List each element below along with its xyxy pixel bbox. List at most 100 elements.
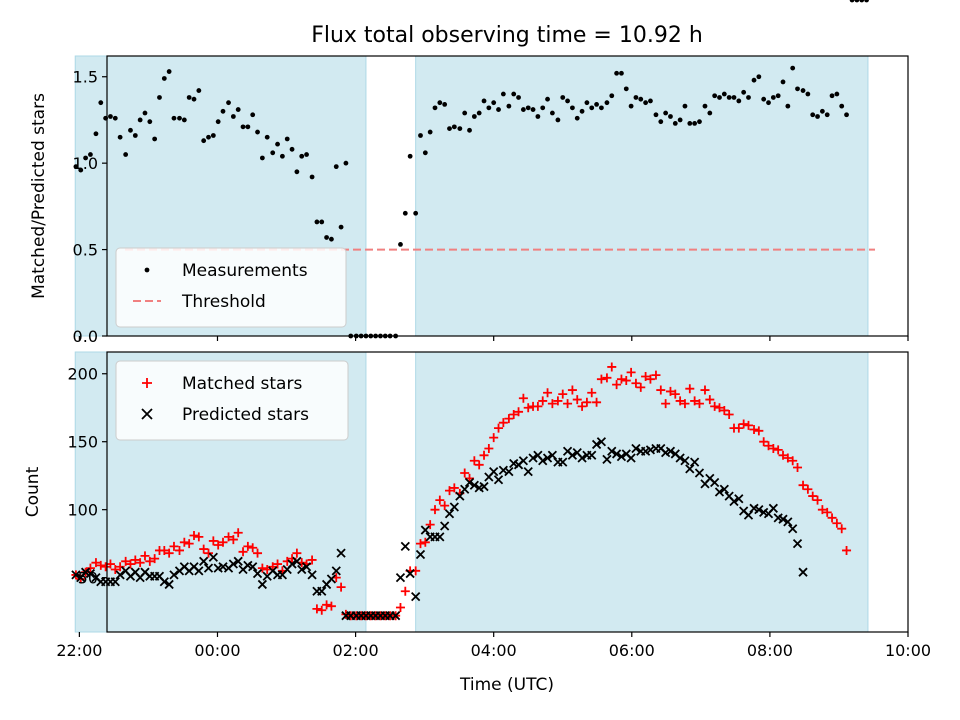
legend-label: Threshold (181, 292, 266, 312)
data-point (425, 520, 435, 530)
data-point (819, 108, 825, 114)
data-point (299, 153, 305, 159)
legend-label: Predicted stars (182, 405, 309, 425)
data-point (626, 453, 636, 463)
data-point (751, 77, 757, 83)
data-point (324, 235, 329, 240)
data-point (612, 380, 622, 390)
data-point (159, 545, 169, 555)
data-point (514, 407, 524, 417)
y-tick-label: 50 (78, 569, 98, 588)
data-point (592, 397, 602, 407)
data-point (824, 112, 830, 118)
data-point (142, 110, 148, 116)
data-point (455, 491, 465, 501)
data-point (166, 69, 172, 74)
data-point (832, 518, 842, 528)
data-point (304, 152, 309, 157)
data-point (749, 424, 759, 434)
data-point (864, 0, 869, 3)
data-point (707, 110, 713, 116)
data-point (440, 521, 450, 531)
data-point (250, 112, 256, 118)
data-point (128, 127, 133, 133)
data-point (577, 401, 587, 411)
data-point (137, 117, 143, 123)
data-point (493, 475, 504, 485)
axes-frame (106, 351, 909, 633)
data-point (415, 549, 426, 560)
data-point (181, 117, 187, 123)
data-point (577, 453, 587, 463)
data-point (504, 414, 514, 424)
data-point (96, 560, 106, 570)
data-point (628, 103, 634, 109)
data-point (255, 129, 260, 135)
data-point (523, 403, 533, 413)
data-point (724, 410, 734, 420)
data-point (294, 169, 300, 175)
data-point (257, 563, 267, 573)
data-point (555, 117, 561, 123)
data-point (284, 136, 290, 142)
data-point (778, 514, 788, 524)
data-point (179, 537, 189, 547)
data-point (301, 562, 312, 572)
data-point (145, 556, 155, 566)
data-point (611, 449, 622, 459)
data-point (343, 160, 349, 166)
data-point (631, 378, 641, 388)
data-point (121, 556, 131, 566)
data-point (795, 86, 800, 92)
data-point (530, 107, 536, 112)
data-point (565, 98, 570, 104)
data-point (607, 446, 617, 456)
data-point (430, 505, 440, 515)
data-point (422, 150, 428, 156)
data-point (619, 70, 624, 76)
data-point (844, 112, 849, 118)
data-point (210, 133, 216, 138)
data-point (110, 564, 120, 574)
data-point (464, 477, 475, 488)
data-point (460, 468, 470, 478)
data-point (761, 96, 767, 102)
data-point (226, 100, 231, 106)
y-tick-label: 200 (67, 365, 98, 384)
data-point (533, 401, 543, 411)
data-point (297, 564, 307, 575)
data-point (518, 456, 529, 466)
data-point (336, 548, 346, 558)
data-point (648, 98, 653, 104)
data-point (415, 539, 425, 549)
data-point (270, 150, 276, 156)
data-point (427, 129, 433, 135)
legend-marker (144, 267, 150, 273)
data-point (91, 558, 101, 568)
legend-marker (142, 378, 152, 388)
data-point (289, 146, 295, 152)
data-point (764, 441, 774, 451)
data-point (653, 112, 659, 118)
data-point (224, 532, 234, 542)
data-point (201, 138, 207, 144)
shaded-interval-1 (415, 351, 869, 633)
data-point (273, 559, 283, 569)
y-tick-label: 0.5 (73, 241, 98, 260)
data-point (287, 559, 297, 569)
data-point (125, 559, 135, 569)
data-point (540, 105, 546, 111)
data-point (413, 210, 419, 216)
data-point (275, 141, 280, 147)
data-point (859, 0, 865, 3)
data-point (754, 505, 764, 515)
data-point (538, 456, 548, 466)
data-point (602, 454, 612, 465)
data-point (589, 105, 595, 111)
data-point (184, 539, 194, 549)
data-point (736, 98, 742, 104)
data-point (199, 544, 209, 554)
data-point (839, 103, 845, 109)
data-point (152, 136, 158, 142)
